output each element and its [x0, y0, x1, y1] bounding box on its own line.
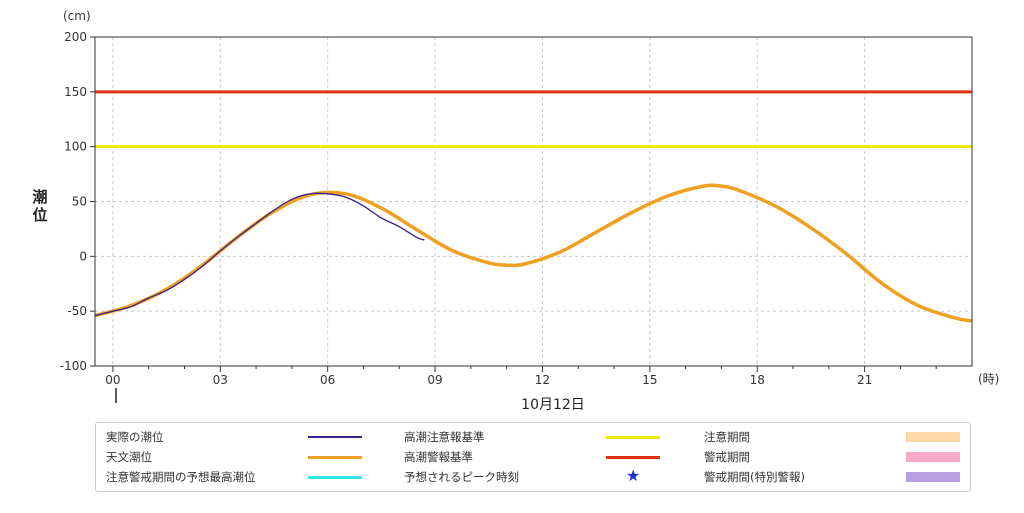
grid	[95, 37, 972, 366]
legend-label: 注意期間	[704, 430, 750, 444]
x-tick-label: 03	[213, 373, 228, 387]
y-tick-label: 200	[64, 30, 87, 44]
x-tick-label: 12	[535, 373, 550, 387]
legend-label: 実際の潮位	[106, 430, 164, 444]
threshold-lines	[95, 90, 972, 149]
y-axis-label: 潮位	[32, 188, 48, 224]
tide-chart: 200 150 100 50 0 -50 -100 00 03 06 09 12 15 18 21 (cm…	[60, 9, 1000, 413]
y-unit-label: (cm)	[63, 9, 91, 23]
y-tick-label: 100	[64, 140, 87, 154]
series-line-astronomical-tide	[95, 183, 972, 323]
y-tick-label: 150	[64, 85, 87, 99]
legend-box-swatch	[906, 452, 960, 462]
legend: 実際の潮位 高潮注意報基準 注意期間天文潮位 高潮警報基準 警戒期間注意警戒期間の予想最…	[95, 422, 971, 492]
x-tick-label: 09	[427, 373, 442, 387]
x-axis: 00 03 06 09 12 15 18 21	[105, 366, 937, 387]
y-tick-label: -50	[67, 304, 87, 318]
legend-line-swatch	[308, 475, 362, 479]
legend-box-swatch	[906, 432, 960, 442]
x-unit-label: (時)	[978, 372, 999, 386]
legend-line-swatch	[606, 435, 660, 439]
x-tick-label: 00	[105, 373, 120, 387]
y-tick-label: -100	[60, 359, 87, 373]
series-line-observed-tide	[95, 192, 425, 317]
legend-line-swatch	[308, 455, 362, 459]
y-tick-label: 50	[72, 195, 87, 209]
legend-line-swatch	[308, 436, 362, 438]
legend-label: 高潮警報基準	[404, 450, 473, 464]
x-tick-label: 18	[750, 373, 765, 387]
legend-label: 警戒期間	[704, 450, 750, 464]
x-tick-label: 21	[857, 373, 872, 387]
x-axis-date-label: 10月12日	[521, 397, 585, 413]
legend-label: 予想されるピーク時刻	[404, 470, 519, 484]
legend-label: 注意警戒期間の予想最高潮位	[106, 470, 256, 484]
legend-box-swatch	[906, 472, 960, 482]
legend-label: 天文潮位	[106, 450, 152, 464]
y-tick-label: 0	[79, 249, 87, 263]
x-tick-label: 15	[642, 373, 657, 387]
x-tick-label: 06	[320, 373, 335, 387]
legend-label: 警戒期間(特別警報)	[704, 470, 805, 484]
series-lines	[95, 183, 972, 323]
legend-line-swatch	[606, 455, 660, 459]
star-icon: ★	[626, 466, 641, 485]
legend-label: 高潮注意報基準	[404, 430, 485, 444]
y-axis: 200 150 100 50 0 -50 -100	[60, 30, 95, 373]
